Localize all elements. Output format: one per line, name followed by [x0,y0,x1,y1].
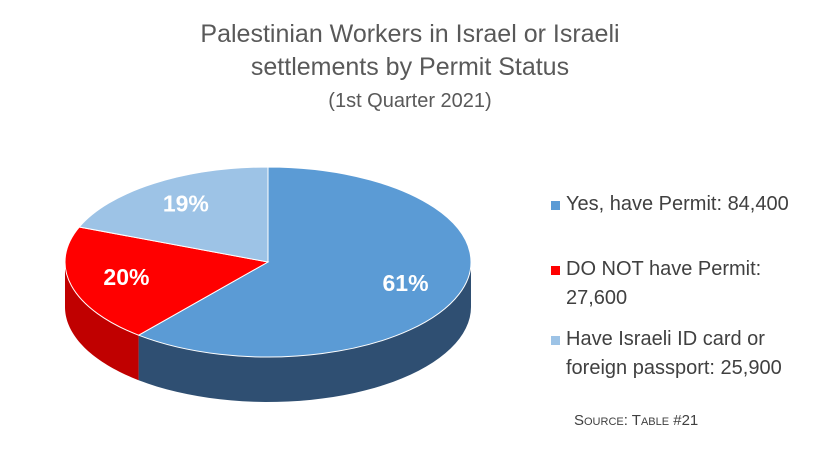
legend-swatch [551,336,560,345]
data-label: 61% [382,270,428,296]
chart-subtitle: (1st Quarter 2021) [328,90,492,112]
slice [137,166,472,358]
legend-label: Have Israeli ID card or foreign passport… [566,328,782,379]
slice-side [65,262,139,381]
source-note: Source: Table #21 [574,412,699,429]
legend-swatch [551,266,560,275]
chart-title: Palestinian Workers in Israel or Israeli… [200,20,620,81]
slice [64,226,270,336]
slice [78,166,269,263]
legend-label: DO NOT have Permit: 27,600 [566,258,762,309]
slice-side [138,262,471,402]
legend-label: Yes, have Permit: 84,400 [566,193,789,215]
data-label: 20% [103,264,149,290]
legend-swatch [551,201,560,210]
data-label: 19% [163,191,209,217]
